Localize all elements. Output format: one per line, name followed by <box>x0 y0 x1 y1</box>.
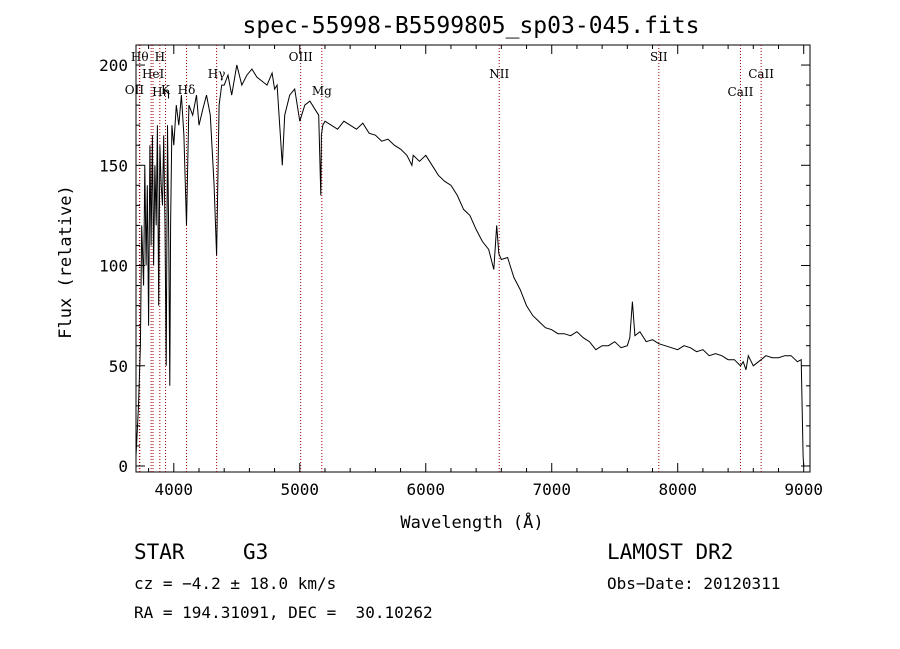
spectral-line-label: Hγ <box>208 67 226 81</box>
spectral-line-label: Hη <box>152 85 170 99</box>
x-tick-label: 7000 <box>532 480 571 499</box>
spectral-line-label: H <box>155 50 165 64</box>
x-tick-label: 4000 <box>155 480 194 499</box>
spectral-line-label: SII <box>650 50 668 64</box>
spectral-line-label: HeI <box>142 67 165 81</box>
y-tick-label: 0 <box>118 457 128 476</box>
object-class: STAR <box>134 540 185 564</box>
spectral-line-label: NII <box>489 67 509 81</box>
x-tick-label: 8000 <box>658 480 697 499</box>
y-axis-ticks: 0 50 100 150 200 <box>99 56 810 476</box>
y-tick-label: 200 <box>99 56 128 75</box>
x-axis-ticks: 4000 5000 6000 7000 8000 9000 <box>148 45 823 499</box>
redshift-readout: cz = −4.2 ± 18.0 km/s <box>134 574 337 593</box>
spectral-line-label: OIII <box>289 50 313 64</box>
y-tick-label: 100 <box>99 257 128 276</box>
spectrum-line <box>135 64 805 467</box>
plot-frame <box>135 44 811 473</box>
spectral-line-markers: HθOIIHeIHηHKHδHγOIIIMgNIISIICaIICaII <box>125 45 774 472</box>
spectral-line-label: Mg <box>312 84 332 98</box>
spectral-line-label: K <box>161 83 171 97</box>
survey-name: LAMOST DR2 <box>607 540 734 564</box>
spectral-line-label: CaII <box>748 67 774 81</box>
y-tick-label: 150 <box>99 156 128 175</box>
object-subclass: G3 <box>243 540 269 564</box>
spectral-line-label: Hδ <box>178 83 196 97</box>
y-tick-label: 50 <box>109 357 128 376</box>
x-tick-label: 5000 <box>281 480 320 499</box>
spectral-line-label: OII <box>125 83 145 97</box>
x-tick-label: 9000 <box>784 480 823 499</box>
chart-title: spec-55998-B5599805_sp03-045.fits <box>243 13 700 39</box>
obs-date: Obs−Date: 20120311 <box>607 574 781 593</box>
spectral-line-label: CaII <box>728 85 754 99</box>
y-axis-label: Flux (relative) <box>56 185 76 339</box>
x-tick-label: 6000 <box>406 480 445 499</box>
coordinates: RA = 194.31091, DEC = 30.10262 <box>134 603 433 622</box>
x-axis-label: Wavelength (Å) <box>400 511 543 533</box>
